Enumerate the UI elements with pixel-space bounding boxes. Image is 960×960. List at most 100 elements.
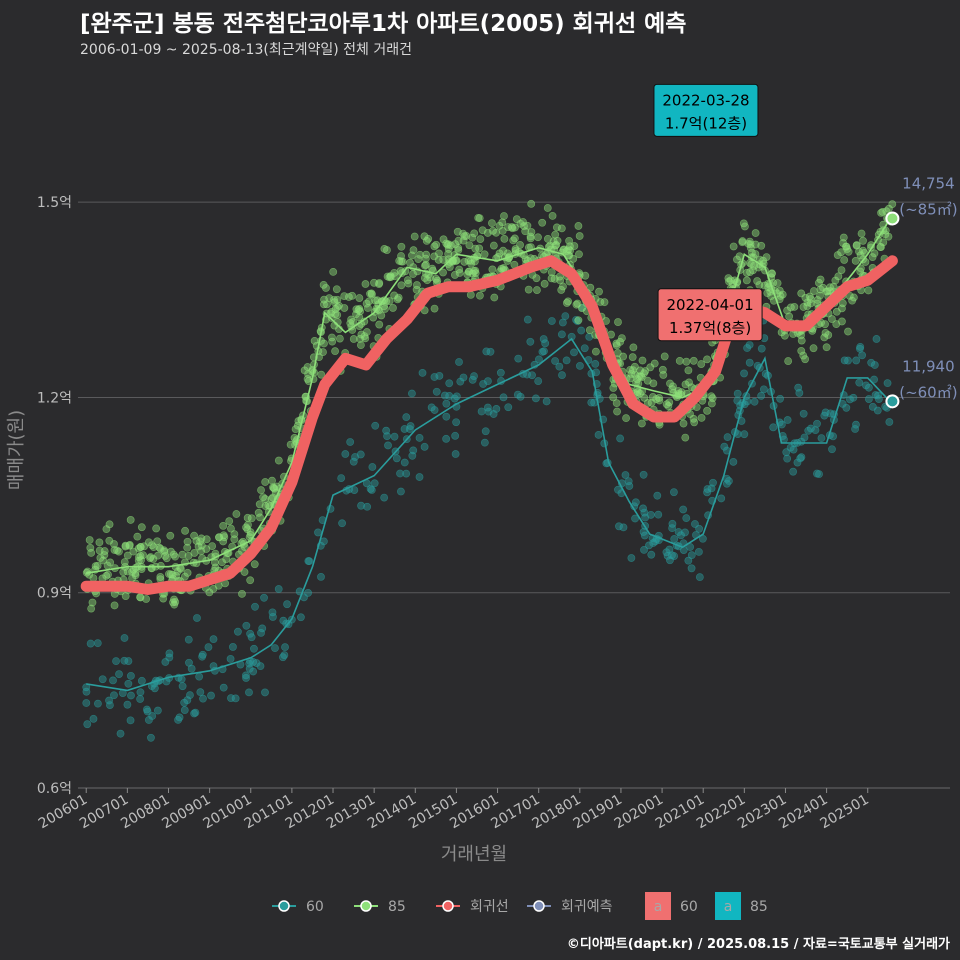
scatter-point xyxy=(621,471,630,479)
scatter-point xyxy=(532,394,540,403)
scatter-point xyxy=(259,493,268,502)
scatter-point xyxy=(354,305,363,314)
scatter-point xyxy=(809,344,818,353)
scatter-point xyxy=(83,720,92,729)
scatter-point xyxy=(816,275,825,284)
scatter-point xyxy=(504,403,513,412)
scatter-point xyxy=(335,301,343,310)
scatter-point xyxy=(873,406,882,415)
scatter-point xyxy=(789,445,798,454)
scatter-point xyxy=(320,300,328,309)
scatter-point xyxy=(796,454,805,463)
legend-item: a 85 xyxy=(715,892,768,920)
scatter-point xyxy=(348,291,356,300)
scatter-point xyxy=(102,525,111,534)
scatter-point xyxy=(192,536,201,545)
scatter-point xyxy=(363,502,372,511)
scatter-point xyxy=(613,407,621,416)
scatter-point xyxy=(89,714,98,723)
scatter-point xyxy=(445,391,454,400)
scatter-point xyxy=(257,486,265,495)
scatter-point xyxy=(547,274,556,283)
legend-item: 회귀선 xyxy=(436,899,509,915)
scatter-point xyxy=(697,360,706,368)
scatter-point xyxy=(643,399,652,407)
scatter-point xyxy=(837,266,846,275)
scatter-point xyxy=(269,483,277,492)
scatter-point xyxy=(856,267,865,276)
scatter-point xyxy=(513,390,522,399)
scatter-point xyxy=(484,377,492,386)
scatter-point xyxy=(495,221,504,230)
scatter-point xyxy=(356,450,365,459)
scatter-point xyxy=(452,418,461,427)
scatter-point xyxy=(274,456,283,465)
scatter-point xyxy=(733,389,742,398)
scatter-point xyxy=(444,260,453,268)
scatter-point xyxy=(824,331,833,339)
scatter-point xyxy=(813,299,822,308)
scatter-point xyxy=(245,688,253,697)
scatter-point xyxy=(432,240,441,249)
scatter-point xyxy=(86,543,95,552)
scatter-point xyxy=(106,701,114,710)
scatter-point xyxy=(246,629,255,638)
scatter-point xyxy=(460,232,469,241)
scatter-point xyxy=(319,537,328,546)
scatter-point xyxy=(430,304,439,313)
scatter-point xyxy=(641,513,650,522)
scatter-point xyxy=(104,570,112,579)
scatter-point xyxy=(647,550,656,559)
scatter-point xyxy=(327,308,336,316)
x-axis-title: 거래년월 xyxy=(441,844,507,865)
legend-label: 85 xyxy=(750,899,768,915)
scatter-point xyxy=(653,491,662,500)
scatter-point xyxy=(655,394,663,402)
scatter-point xyxy=(426,273,435,282)
scatter-point xyxy=(340,292,349,300)
scatter-point xyxy=(576,361,584,370)
scatter-point xyxy=(745,358,754,367)
scatter-point xyxy=(695,524,704,533)
scatter-point xyxy=(585,326,594,335)
scatter-point xyxy=(821,408,830,417)
legend-key-box xyxy=(645,892,671,920)
scatter-point xyxy=(612,339,621,348)
scatter-point xyxy=(883,379,892,388)
scatter-point xyxy=(859,236,867,245)
scatter-point xyxy=(160,546,169,555)
scatter-point xyxy=(797,347,806,355)
scatter-point xyxy=(209,584,218,593)
scatter-point xyxy=(255,500,264,509)
scatter-point xyxy=(174,715,182,724)
scatter-point xyxy=(622,414,630,423)
scatter-point xyxy=(681,433,690,442)
scatter-point xyxy=(470,229,479,238)
scatter-point xyxy=(784,357,793,365)
scatter-point xyxy=(534,377,543,385)
scatter-point xyxy=(635,372,644,381)
scatter-point xyxy=(443,240,452,249)
scatter-point xyxy=(740,369,748,378)
y-tick-label: 1.2억 xyxy=(37,390,72,406)
scatter-point xyxy=(631,498,640,507)
scatter-point xyxy=(838,299,847,308)
scatter-point xyxy=(694,547,703,556)
scatter-point xyxy=(532,274,541,283)
scatter-point xyxy=(538,347,547,356)
scatter-point xyxy=(572,300,581,309)
scatter-point xyxy=(829,432,837,441)
scatter-point xyxy=(304,370,313,378)
scatter-point xyxy=(670,488,678,497)
scatter-point xyxy=(126,716,135,725)
scatter-point xyxy=(575,250,583,259)
scatter-point xyxy=(685,378,693,387)
scatter-point xyxy=(551,241,560,250)
scatter-point xyxy=(666,556,674,565)
scatter-point xyxy=(356,341,365,350)
scatter-point xyxy=(249,667,258,676)
scatter-point xyxy=(335,334,344,343)
scatter-point xyxy=(368,463,377,471)
scatter-point xyxy=(384,441,392,450)
scatter-point xyxy=(123,567,132,576)
